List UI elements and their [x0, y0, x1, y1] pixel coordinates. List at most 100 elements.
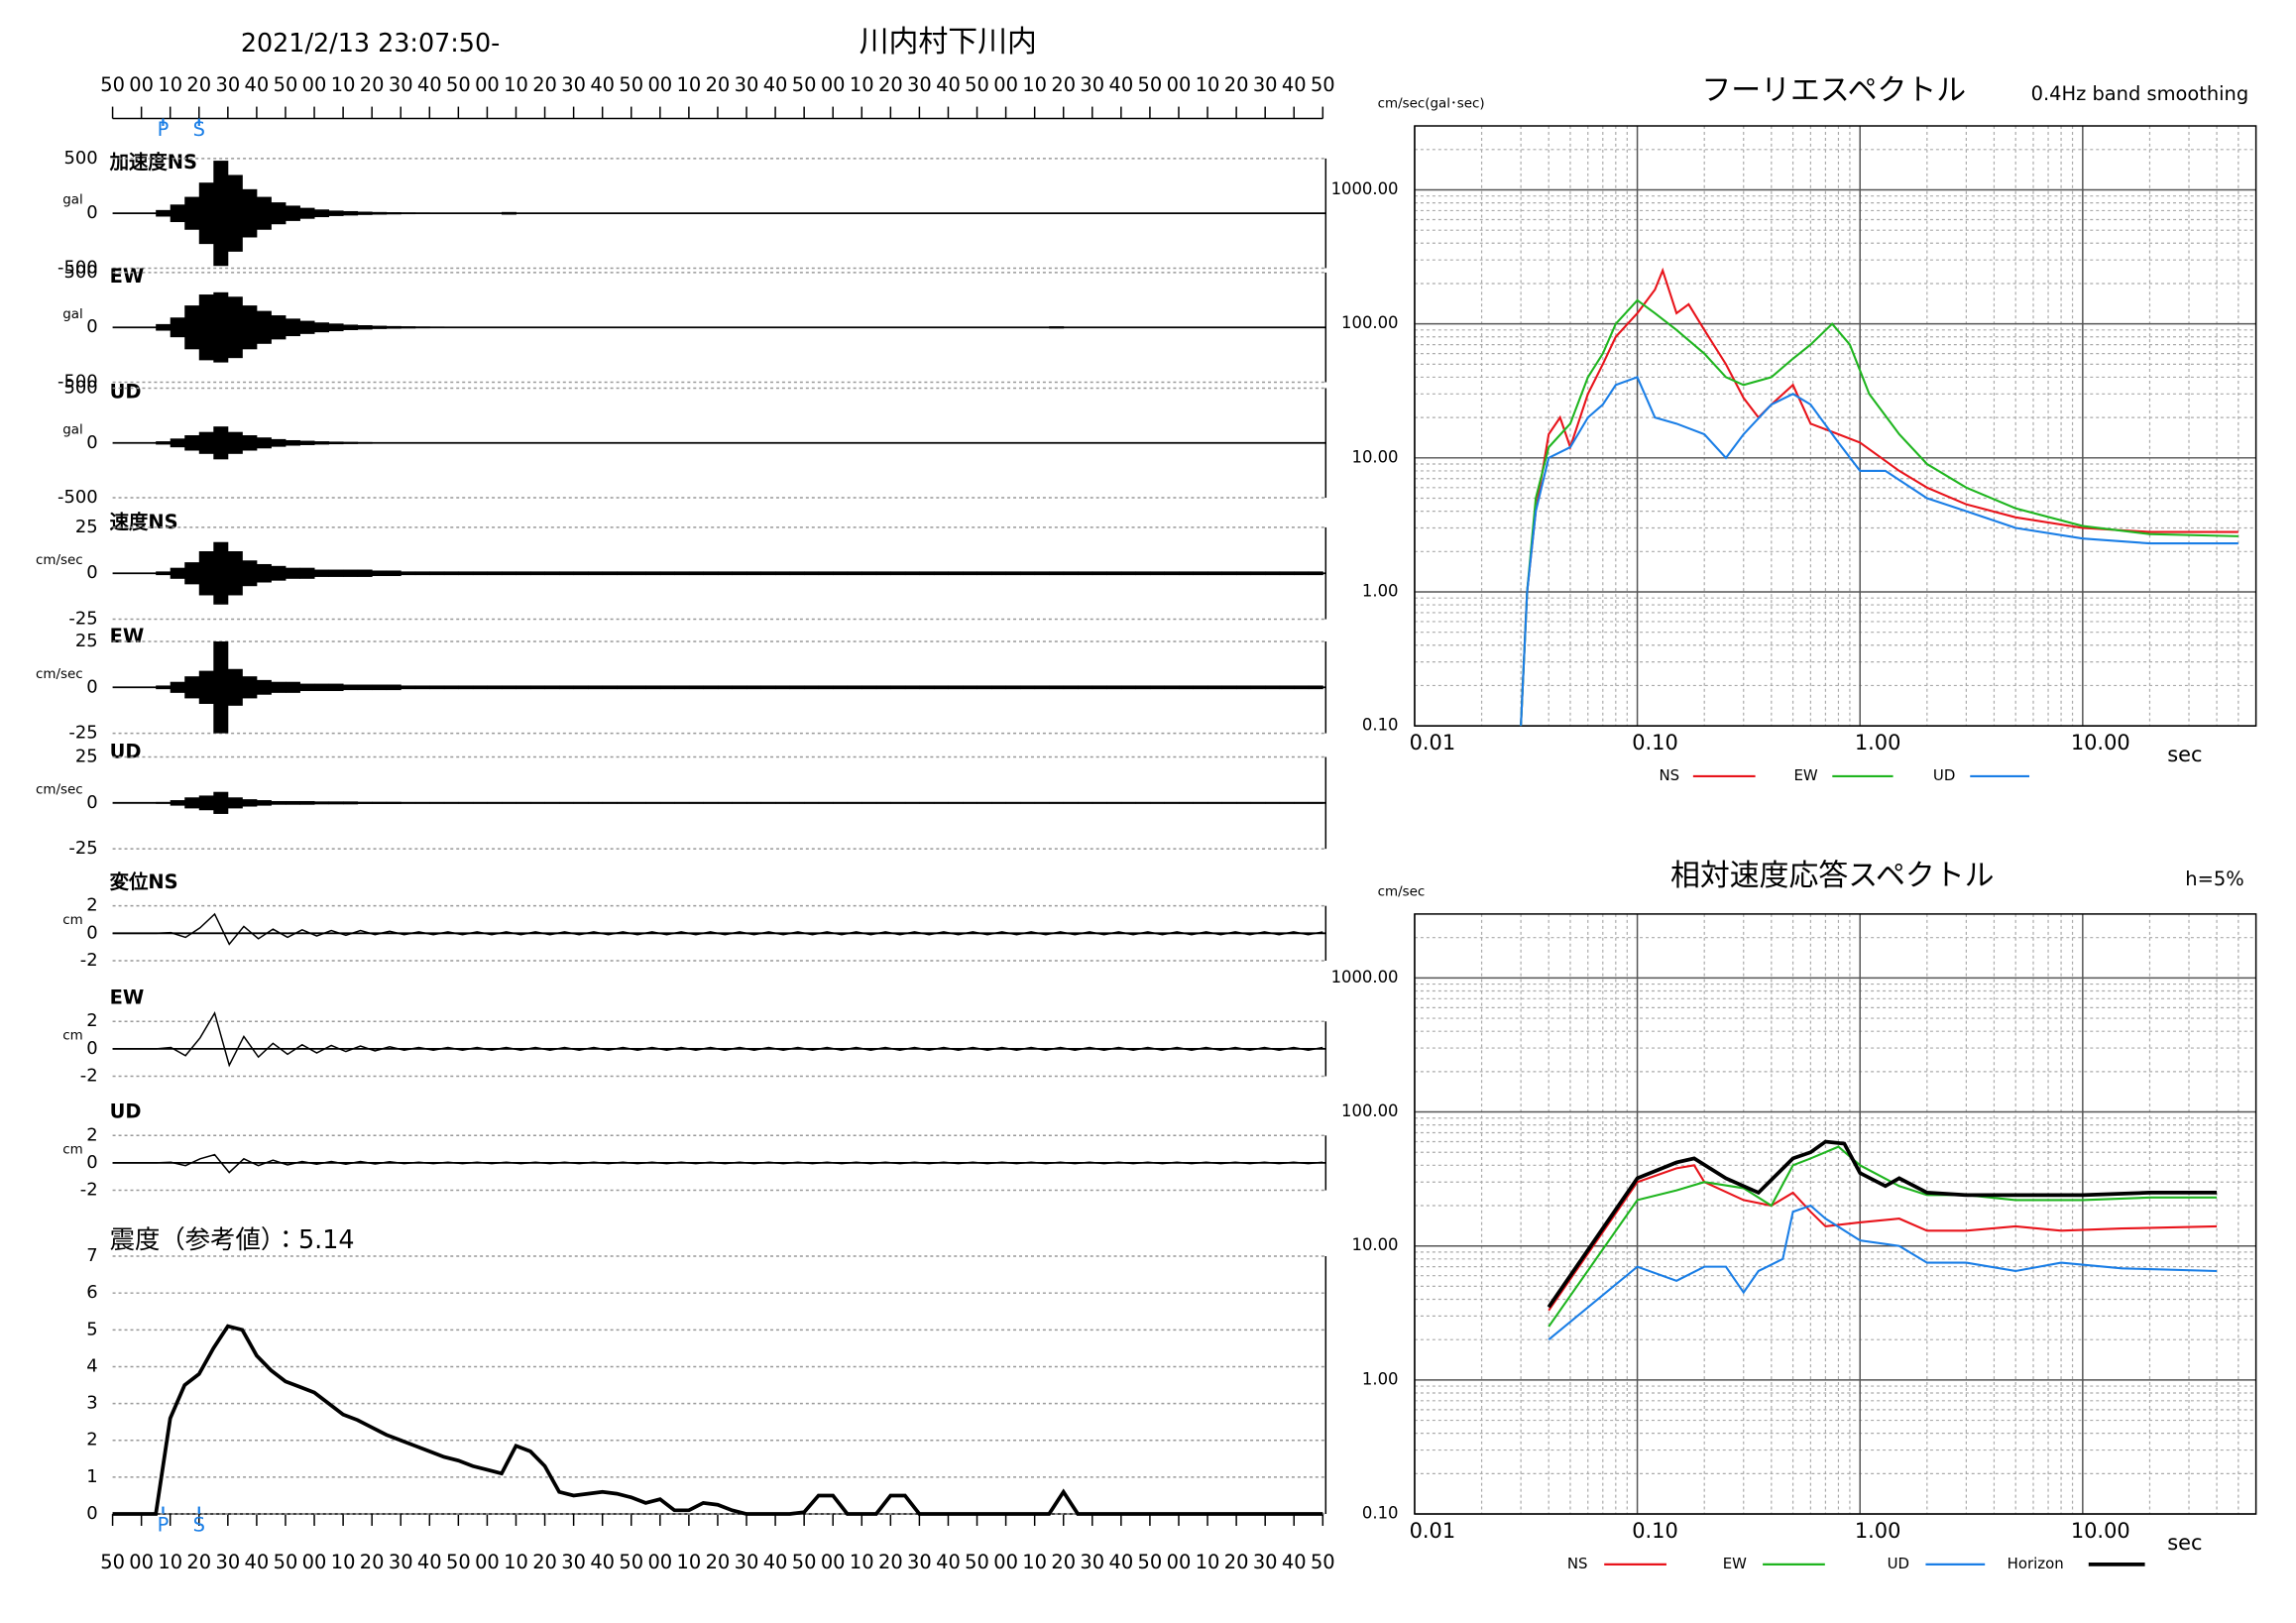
x-tick-label: 00 [647, 1551, 672, 1573]
waveform-envelope [717, 685, 733, 690]
waveform-envelope [847, 571, 862, 576]
record-datetime: 2021/2/13 23:07:50- [241, 28, 500, 58]
waveform-envelope [357, 211, 373, 215]
y-tick-label: 2 [86, 1010, 97, 1031]
waveform-envelope [1164, 571, 1180, 576]
legend-label: EW [1723, 1555, 1747, 1572]
x-tick-label: 00 [129, 73, 154, 96]
waveform-envelope [991, 801, 1007, 804]
x-tick-label: 10 [331, 73, 356, 96]
waveform-envelope [170, 317, 185, 338]
waveform-envelope [631, 801, 646, 804]
waveform-envelope [573, 571, 589, 576]
waveform-envelope [818, 685, 834, 690]
waveform-envelope [861, 571, 877, 576]
unit-label: cm/sec [36, 782, 83, 797]
spectrum-line [1548, 1145, 2218, 1328]
waveform-envelope [501, 571, 517, 576]
waveform-envelope [198, 551, 214, 596]
waveform-envelope [544, 212, 560, 214]
x-tick-label: 20 [878, 1551, 903, 1573]
waveform-envelope [1120, 801, 1136, 804]
waveform-envelope [472, 212, 488, 214]
waveform-envelope [314, 683, 330, 691]
waveform-envelope [198, 795, 214, 811]
channel-label: 変位NS [110, 870, 178, 893]
waveform-envelope [530, 571, 546, 576]
y-tick-label: 0 [86, 432, 97, 453]
x-tick-label: 10.00 [2071, 731, 2130, 754]
waveform-envelope [1078, 571, 1093, 576]
waveform-envelope [861, 801, 877, 804]
waveform-envelope [1265, 685, 1281, 690]
waveform-envelope [645, 326, 661, 328]
waveform-envelope [184, 435, 200, 451]
waveform-envelope [386, 684, 402, 691]
waveform-envelope [1005, 326, 1021, 328]
x-tick-label: 00 [647, 73, 672, 96]
waveform-envelope [285, 439, 300, 446]
waveform-envelope [789, 326, 805, 328]
waveform-envelope [530, 326, 546, 328]
x-tick-label: 10 [158, 73, 182, 96]
waveform-envelope [156, 323, 172, 331]
x-tick-label: 20 [360, 73, 385, 96]
waveform-envelope [401, 685, 416, 690]
x-tick-label: 00 [129, 1551, 154, 1573]
waveform-envelope [1135, 801, 1151, 804]
waveform-envelope [458, 442, 474, 444]
waveform-envelope [573, 685, 589, 690]
waveform-envelope [1049, 571, 1065, 576]
y-unit: cm/sec(gal･sec) [1378, 97, 1485, 112]
waveform-envelope [933, 801, 949, 804]
y-tick-label: 2 [86, 895, 97, 916]
spectrum-subtitle: h=5% [2185, 868, 2243, 890]
y-tick-label: 0 [86, 1152, 97, 1173]
x-tick-label: 30 [215, 73, 240, 96]
waveform-envelope [890, 326, 906, 328]
waveform-envelope [717, 801, 733, 804]
x-tick-label: 20 [360, 1551, 385, 1573]
waveform-envelope [458, 326, 474, 328]
spectrum-subtitle: 0.4Hz band smoothing [2031, 82, 2249, 105]
waveform-envelope [703, 801, 719, 804]
waveform-envelope [285, 567, 300, 579]
y-tick-label: 0 [86, 676, 97, 697]
waveform-envelope [372, 684, 388, 691]
waveform-envelope [429, 571, 445, 576]
waveform-envelope [242, 799, 258, 807]
x-tick-label: 40 [763, 73, 788, 96]
legend-label: Horizon [2008, 1555, 2064, 1572]
waveform-envelope [1193, 326, 1208, 328]
waveform-envelope [890, 685, 906, 690]
x-tick-label: 20 [532, 73, 557, 96]
waveform-envelope [1221, 326, 1237, 328]
x-tick-label: 10 [504, 73, 528, 96]
waveform-envelope [386, 801, 402, 804]
waveform-envelope [703, 326, 719, 328]
y-tick-label: 0.10 [1362, 1504, 1399, 1523]
waveform-envelope [516, 571, 531, 576]
y-tick-label: 2 [86, 1124, 97, 1145]
x-tick-label: 40 [1109, 1551, 1134, 1573]
waveform-envelope [1236, 571, 1252, 576]
y-tick-label: 0 [86, 1503, 97, 1524]
waveform-envelope [501, 685, 517, 690]
waveform-envelope [573, 212, 589, 214]
x-tick-label: 10 [1196, 73, 1220, 96]
waveform-envelope [904, 685, 920, 690]
unit-label: cm [62, 913, 82, 928]
waveform-envelope [443, 571, 459, 576]
waveform-envelope [401, 801, 416, 804]
waveform-envelope [343, 324, 359, 330]
waveform-envelope [170, 204, 185, 223]
x-tick-label: 10 [677, 1551, 702, 1573]
waveform-envelope [919, 326, 935, 328]
waveform-envelope [732, 685, 747, 690]
unit-label: cm [62, 1028, 82, 1043]
waveform-envelope [1091, 801, 1107, 804]
waveform-envelope [588, 212, 604, 214]
waveform-envelope [314, 322, 330, 333]
waveform-envelope [919, 571, 935, 576]
y-tick-label: -25 [68, 609, 97, 630]
